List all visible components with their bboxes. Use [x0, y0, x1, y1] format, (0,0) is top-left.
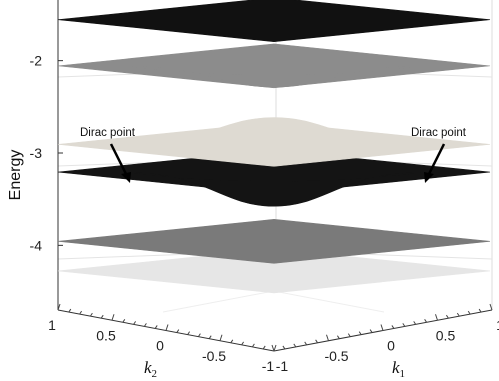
k1-tick-label: -1	[276, 358, 289, 374]
band-4-dome	[123, 171, 425, 207]
dirac-label-right: Dirac point	[411, 127, 467, 139]
energy-tick-label: -2	[30, 53, 43, 69]
k2-minor-tick	[57, 303, 61, 311]
k2-minor-tick	[230, 339, 234, 344]
band-3-dome	[123, 117, 425, 154]
k2-minor-tick	[122, 319, 126, 323]
k1-axis-title: k1	[392, 358, 405, 380]
k1-minor-tick	[304, 341, 308, 346]
k2-minor-tick	[79, 310, 83, 315]
k2-minor-tick	[165, 324, 169, 331]
k2-minor-tick	[111, 314, 115, 321]
k1-minor-tick	[293, 343, 297, 348]
dirac-annotation-left: Dirac point	[80, 127, 136, 183]
k2-minor-tick	[241, 341, 245, 346]
k2-tick-label: -1	[262, 358, 275, 374]
k1-minor-tick	[402, 323, 406, 327]
k2-minor-tick	[89, 312, 93, 317]
dirac-arrow-left	[109, 143, 129, 177]
band-3-surface	[57, 117, 491, 167]
k1-minor-tick	[358, 331, 362, 335]
k1-minor-tick	[282, 345, 286, 350]
energy-axis-title: Energy	[7, 150, 24, 201]
k2-minor-tick	[100, 314, 104, 319]
k2-tick-label: -0.5	[202, 348, 226, 364]
band-2-dome	[123, 65, 425, 88]
k1-minor-tick	[456, 312, 460, 317]
band-5-surface	[57, 219, 491, 264]
k2-tick-label: 0	[156, 338, 164, 354]
k2-minor-tick	[197, 333, 201, 337]
k1-minor-tick	[369, 329, 373, 333]
k1-tick-label: 0	[387, 338, 395, 354]
k1-minor-tick	[424, 319, 428, 323]
k1-minor-tick	[413, 321, 417, 325]
k1-minor-tick	[380, 324, 384, 331]
k2-minor-tick	[68, 308, 72, 313]
k2-tick-label: 1	[48, 317, 56, 333]
k1-tick-label: 1	[496, 317, 499, 333]
k1-minor-tick	[315, 339, 319, 344]
band-5-plane	[57, 219, 491, 264]
dirac-arrowhead-right	[424, 172, 434, 183]
k2-minor-tick	[143, 323, 147, 327]
energy-tick-label: -3	[30, 145, 43, 161]
k1-minor-tick	[467, 310, 471, 315]
k2-minor-tick	[262, 345, 266, 350]
dirac-label-left: Dirac point	[80, 127, 136, 139]
dirac-annotation-right: Dirac point	[411, 127, 467, 183]
k1-minor-tick	[271, 344, 275, 352]
k1-minor-tick	[326, 334, 329, 341]
k1-minor-tick	[435, 314, 438, 321]
k1-minor-tick	[336, 335, 340, 339]
k2-minor-tick	[154, 325, 158, 329]
k1-tick-label: -0.5	[324, 348, 348, 364]
band-4-surface	[57, 149, 491, 207]
k2-minor-tick	[187, 331, 191, 335]
dirac-arrowhead-left	[121, 172, 131, 183]
k2-minor-tick	[208, 335, 212, 339]
k1-minor-tick	[391, 325, 395, 329]
energy-tick-label: -4	[30, 237, 43, 253]
k1-minor-tick	[445, 314, 449, 319]
band-1-plane	[57, 0, 491, 43]
bands-group	[57, 0, 491, 294]
k1-minor-tick	[347, 333, 351, 337]
k2-minor-tick	[251, 343, 255, 348]
k1-minor-tick	[478, 308, 482, 313]
k2-axis-title: k2	[144, 358, 157, 380]
band-2-plane	[57, 43, 491, 89]
k1-minor-tick	[489, 303, 493, 311]
k2-minor-tick	[133, 321, 137, 325]
k2-minor-tick	[273, 344, 277, 352]
k1-tick-label: 0.5	[436, 327, 456, 343]
band-2-surface	[57, 43, 491, 89]
k2-minor-tick	[219, 334, 223, 341]
k2-tick-label: 0.5	[96, 327, 116, 343]
band-1-surface	[57, 0, 491, 43]
k2-minor-tick	[176, 329, 180, 333]
dirac-arrow-right	[426, 143, 446, 177]
ticks-group: -2 -3 -4 1 0.5 0 -0.5 -1-1 -0.5 0 0.5 1	[30, 53, 499, 374]
